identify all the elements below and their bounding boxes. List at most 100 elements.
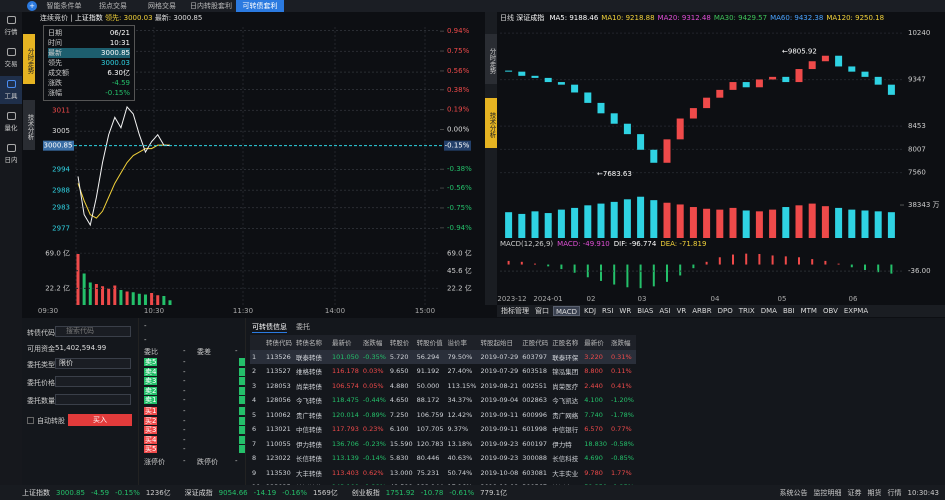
indicator-tab[interactable]: MACD <box>553 306 580 316</box>
status-item[interactable]: 深证成指 <box>184 488 213 497</box>
add-button[interactable]: + <box>27 1 37 11</box>
column-header[interactable]: 转债代码 <box>266 339 292 348</box>
date-label: 2024-01 <box>533 295 562 303</box>
status-link[interactable]: 期货 <box>867 488 882 497</box>
sidebar-item[interactable]: 工具 <box>0 76 22 104</box>
column-header[interactable]: 最新价 <box>584 339 604 348</box>
status-link[interactable]: 行情 <box>887 488 902 497</box>
indicator-tab[interactable]: WR <box>619 307 632 315</box>
cell: -0.35% <box>362 352 386 361</box>
table-tab[interactable]: 委托 <box>296 323 310 331</box>
cell: 300088 <box>522 454 548 463</box>
status-link[interactable]: 系统公告 <box>779 488 808 497</box>
top-tab[interactable]: 日内转股套利 <box>190 2 232 10</box>
cell: 27.40% <box>447 367 473 376</box>
indicator-tab[interactable]: VR <box>676 307 687 315</box>
candle <box>755 79 763 88</box>
column-header[interactable]: 溢价率 <box>447 339 468 348</box>
indicator-tab[interactable]: DPO <box>717 307 733 315</box>
candle <box>531 75 539 78</box>
y-tick-label: 8453 <box>908 122 926 130</box>
column-header[interactable]: 转债名称 <box>296 339 322 348</box>
cell: 0.23% <box>362 425 384 434</box>
table-row[interactable]: 5 110062 贵广转债 120.014 -0.89% 7.250 106.759 12.4… <box>250 408 636 423</box>
cell: 79.50% <box>447 352 473 361</box>
status-item[interactable]: 创业板指 <box>351 488 380 497</box>
cell: 113.139 <box>332 454 359 463</box>
side-tab[interactable]: 技术分析 <box>485 98 497 148</box>
table-row[interactable]: 3 128053 尚荣转债 106.574 0.05% 4.880 50.000 113.15… <box>250 379 636 394</box>
column-header[interactable]: 正股代码 <box>522 339 549 348</box>
indicator-tab[interactable]: ARBR <box>692 307 712 315</box>
cell: 1 <box>252 352 257 361</box>
column-header[interactable]: 涨跌幅 <box>610 339 631 348</box>
index-name: 上证指数 <box>74 14 103 22</box>
indicator-tab[interactable]: KDJ <box>583 307 597 315</box>
book-text: - <box>183 426 186 434</box>
type-select[interactable]: 限价 <box>55 358 131 369</box>
table-row[interactable]: 8 123022 长信转债 113.139 -0.14% 5.830 80.446 40.63… <box>250 451 636 466</box>
sidebar-item[interactable]: 行情 <box>0 12 22 40</box>
candle <box>637 134 645 150</box>
column-header[interactable]: 转股价值 <box>416 339 443 348</box>
column-header[interactable]: 转股价 <box>389 339 410 348</box>
column-header[interactable]: 转股起始日 <box>480 339 513 348</box>
candle <box>835 55 843 67</box>
search-icon[interactable] <box>250 335 264 350</box>
table-row[interactable]: 6 113021 中信转债 117.793 0.23% 6.100 107.705 9.37%… <box>250 422 636 437</box>
side-tab[interactable]: 分时走势 <box>23 34 35 84</box>
table-row[interactable]: 2 113527 维格转债 116.178 0.03% 9.650 91.192 27.40%… <box>250 364 636 379</box>
sidebar-item[interactable]: 量化 <box>0 108 22 136</box>
date-label: 05 <box>778 295 787 303</box>
sidebar-item[interactable]: 日内 <box>0 140 22 168</box>
indicator-tab[interactable]: DMA <box>760 307 777 315</box>
top-tab[interactable]: 拐点交易 <box>99 2 127 10</box>
table-row[interactable]: 9 113530 大丰转债 113.403 0.62% 13.000 75.231 50.74… <box>250 466 636 481</box>
cell: 110062 <box>266 410 291 419</box>
column-header[interactable]: 正股名称 <box>552 339 579 348</box>
top-tab[interactable]: 智能条件单 <box>46 2 82 10</box>
table-row[interactable]: 4 128056 今飞转债 118.475 -0.44% 4.650 88.172 34.37… <box>250 393 636 408</box>
sidebar-item[interactable]: 交易 <box>0 44 22 72</box>
cell: 联泰环保 <box>552 353 579 362</box>
indicator-tab[interactable]: 窗口 <box>535 307 549 315</box>
indicator-tab[interactable]: EXPMA <box>843 307 869 315</box>
candle <box>703 97 711 109</box>
table-row[interactable]: 7 110055 伊力转债 136.706 -0.23% 15.590 120.783 13.… <box>250 437 636 452</box>
status-item: -0.16% <box>282 488 307 497</box>
buy-button[interactable]: 买入 <box>68 414 132 426</box>
indicator-tab[interactable]: 指标管理 <box>501 307 529 315</box>
status-link[interactable]: 证券 <box>847 488 862 497</box>
top-tab[interactable]: 可转债套利 <box>236 0 284 12</box>
checkbox[interactable] <box>27 417 34 424</box>
qty-input[interactable] <box>55 394 131 405</box>
volume-bar <box>742 210 750 238</box>
indicator-tab[interactable]: RSI <box>602 307 614 315</box>
indicator-tab[interactable]: TRIX <box>738 307 755 315</box>
candle <box>729 82 737 90</box>
search-input[interactable]: 搜索代码 <box>55 326 131 337</box>
cell: -0.23% <box>362 439 386 448</box>
indicator-tab[interactable]: OBV <box>822 307 838 315</box>
time-label: 14:00 <box>325 307 345 315</box>
indicator-tab[interactable]: ASI <box>659 307 671 315</box>
indicator-tab[interactable]: BIAS <box>637 307 654 315</box>
table-row[interactable]: 1 113526 联泰转债 101.050 -0.35% 5.720 56.294 79.50… <box>250 349 636 364</box>
column-header[interactable]: 涨跌幅 <box>362 339 383 348</box>
status-link[interactable]: 监控明细 <box>813 488 842 497</box>
indicator-tab[interactable]: BBI <box>782 307 795 315</box>
indicator-tab[interactable]: MTM <box>800 307 817 315</box>
column-header[interactable]: 最新价 <box>332 339 352 348</box>
side-tab[interactable]: 分时走势 <box>485 34 497 84</box>
top-tab[interactable]: 网格交易 <box>148 2 176 10</box>
divider <box>485 12 497 305</box>
cell: 106.574 <box>332 381 359 390</box>
side-tab[interactable]: 技术分析 <box>23 100 35 150</box>
y-tick-label: 2994 <box>52 165 70 173</box>
sidebar-label: 日内 <box>4 156 18 164</box>
depth-bar <box>239 358 245 366</box>
price-input[interactable] <box>55 376 131 387</box>
status-item[interactable]: 上证指数 <box>22 488 50 497</box>
table-tab[interactable]: 可转债信息 <box>252 323 287 333</box>
cell: 106.759 <box>416 410 444 419</box>
